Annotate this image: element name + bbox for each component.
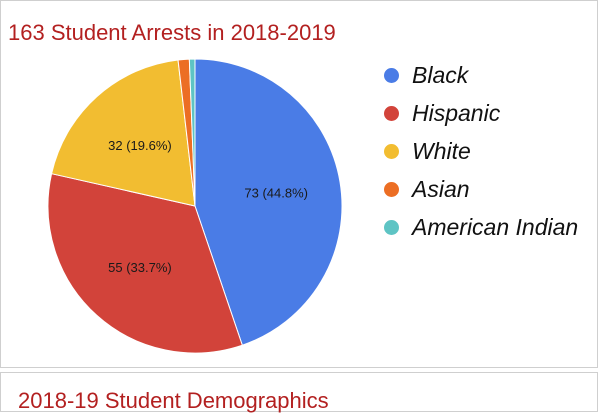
chart-legend: Black Hispanic White Asian American Indian <box>384 56 578 246</box>
pie-slice-black <box>194 58 343 346</box>
legend-item-hispanic: Hispanic <box>384 94 578 132</box>
pie-slice-hispanic <box>47 173 243 354</box>
pie-data-label-black: 73 (44.8%) <box>244 186 308 201</box>
second-chart-title: 2018-19 Student Demographics <box>18 388 329 413</box>
legend-label: Asian <box>412 175 470 202</box>
legend-label: White <box>412 137 471 164</box>
pie-slice-american-indian <box>188 58 196 207</box>
legend-swatch <box>384 67 399 83</box>
legend-item-american-indian: American Indian <box>384 208 578 246</box>
pie-slice-white <box>50 59 196 207</box>
legend-label: American Indian <box>412 213 579 240</box>
legend-item-white: White <box>384 132 578 170</box>
legend-label: Black <box>412 61 469 88</box>
legend-label: Hispanic <box>412 99 501 126</box>
legend-item-black: Black <box>384 56 578 94</box>
pie-chart: 73 (44.8%) 55 (33.7%) 32 (19.6%) <box>47 58 343 354</box>
pie-data-label-white: 32 (19.6%) <box>108 138 172 153</box>
legend-swatch <box>384 143 399 159</box>
legend-swatch <box>384 219 399 235</box>
chart-title: 163 Student Arrests in 2018-2019 <box>8 20 336 45</box>
legend-swatch <box>384 181 399 197</box>
legend-item-asian: Asian <box>384 170 578 208</box>
pie-data-label-hispanic: 55 (33.7%) <box>108 260 172 275</box>
legend-swatch <box>384 105 399 121</box>
